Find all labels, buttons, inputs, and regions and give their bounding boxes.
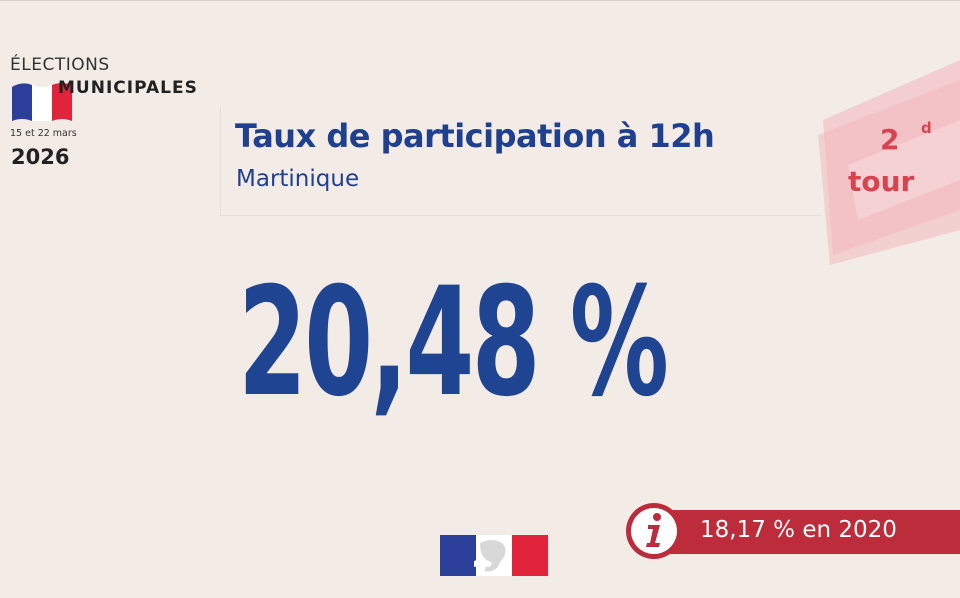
top-divider [0,0,960,1]
info-text: 18,17 % en 2020 [700,517,897,543]
title-frame [220,107,821,216]
participation-rate: 20,48 % [238,256,669,430]
region-subtitle: Martinique [236,166,360,192]
round-word: tour [848,165,915,198]
french-flag-icon [12,83,72,121]
round-number: 2 [880,123,900,156]
logo-line-municipales: MUNICIPALES [58,78,198,98]
election-logo: ÉLECTIONS MUNICIPALES 15 et 22 mars 2026 [10,52,210,172]
marianne-logo-icon [440,535,548,576]
badge-ribbon-shape [818,60,960,265]
round-superscript: d [921,119,932,137]
logo-dates: 15 et 22 mars [10,128,77,139]
info-banner [658,510,960,554]
logo-year: 2026 [11,145,70,169]
info-icon [626,503,682,559]
logo-line-elections: ÉLECTIONS [10,55,110,75]
round-badge: 2 d tour [818,60,960,270]
page-title: Taux de participation à 12h [235,117,715,155]
